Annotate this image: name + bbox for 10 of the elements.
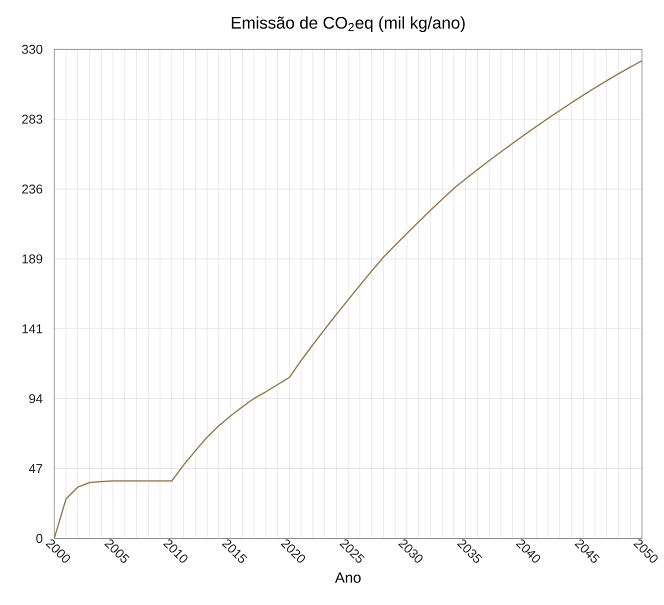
y-tick-label: 0 [36,534,42,544]
y-tick-label: 330 [22,45,42,54]
y-tick-label: 141 [22,324,42,334]
y-tick-label: 94 [29,394,42,404]
x-axis-title: Ano [334,572,361,584]
y-tick-label: 283 [22,114,42,124]
chart-title: Emissão de CO$_{2}$eq (mil kg/ano) [232,16,465,32]
y-tick-label: 189 [22,254,42,264]
y-tick-label: 47 [28,464,42,474]
y-tick-label: 236 [22,184,42,194]
